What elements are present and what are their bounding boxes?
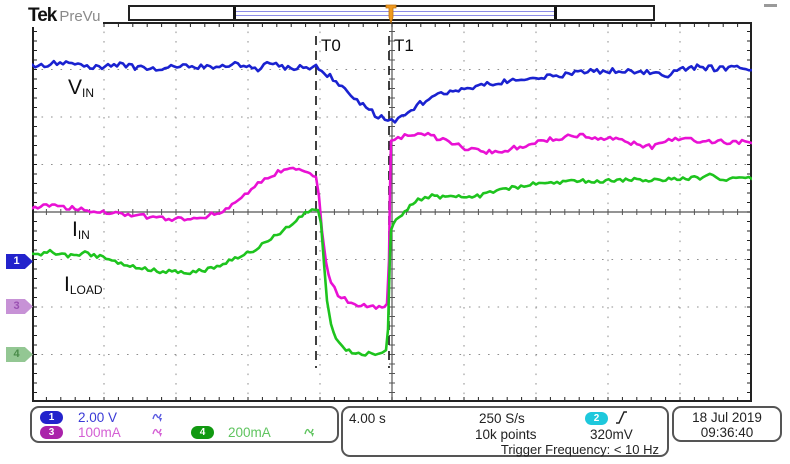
timebase-readout: 4.00 s (349, 411, 386, 426)
acquisition-position-bar (128, 4, 655, 24)
ch4-scale: 200mA (228, 425, 271, 440)
horizontal-trigger-readout-box: 4.00 s 250 S/s 10k points 2 320mV Trigge… (341, 406, 669, 457)
cursor-label-t1: T1 (394, 36, 414, 55)
ch3-scale: 100mA (78, 425, 121, 440)
record-length-readout: 10k points (475, 427, 537, 442)
trigger-source-badge: 2 (585, 412, 608, 425)
trace-i_load (32, 172, 752, 357)
ch3-ground-marker: 3 (6, 299, 33, 314)
ch3-badge: 3 (40, 426, 63, 439)
tek-logo: Tek PreVu (28, 5, 104, 27)
acquisition-mode: PreVu (59, 8, 101, 25)
graticule (32, 22, 752, 402)
ch1-badge: 1 (40, 411, 63, 424)
rising-edge-icon (616, 411, 627, 424)
label-iload: ILOAD (64, 273, 103, 297)
ch4-badge: 4 (191, 426, 214, 439)
time-readout: 09:36:40 (700, 425, 754, 440)
ch1-ground-marker: 1 (6, 254, 33, 269)
label-iin: IIN (72, 218, 90, 242)
ch1-scale: 2.00 V (78, 410, 118, 425)
ch4-ground-marker: 4 (6, 347, 33, 362)
top-right-dash (764, 4, 777, 7)
acquisition-window (233, 7, 557, 19)
datetime-box: 18 Jul 2019 09:36:40 (672, 406, 782, 442)
channel-readout-box: 1 2.00 V 3 100mA 4 200mA (30, 406, 339, 443)
window-line (236, 14, 554, 16)
ch3-waveform-filter-icon (152, 428, 162, 437)
ch1-waveform-filter-icon (152, 413, 162, 422)
sample-rate-readout: 250 S/s (479, 411, 525, 426)
trigger-frequency-readout: Trigger Frequency: < 10 Hz (500, 442, 659, 457)
label-vin: VIN (68, 76, 95, 100)
tek-brand: Tek (28, 5, 57, 26)
trace-v_in (32, 59, 752, 124)
trace-i_in (32, 131, 752, 310)
window-line (236, 10, 554, 12)
ch4-waveform-filter-icon (304, 428, 314, 437)
trigger-position-pin-icon (385, 4, 397, 24)
trigger-level-readout: 320mV (590, 427, 633, 442)
cursor-label-t0: T0 (321, 36, 341, 55)
date-readout: 18 Jul 2019 (692, 410, 762, 425)
